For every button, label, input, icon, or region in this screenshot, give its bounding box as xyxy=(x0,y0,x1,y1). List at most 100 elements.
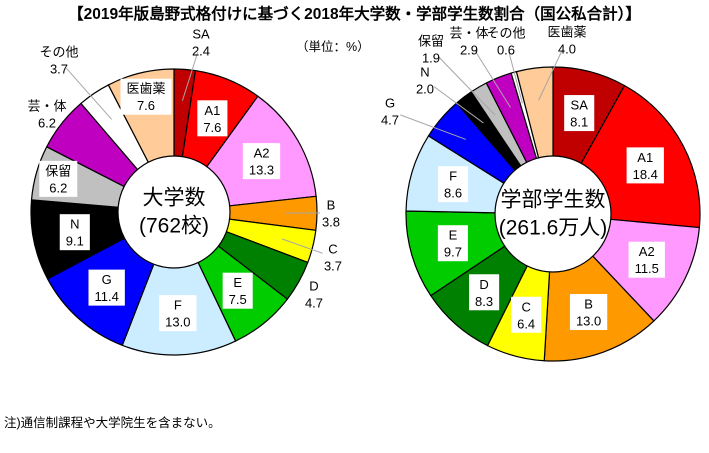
chart-text: F xyxy=(174,298,182,313)
slice-label-universities-その他: その他 3.7 xyxy=(39,45,78,77)
chart-text: (261.6万人) xyxy=(499,217,608,240)
slice-label-universities-芸・体: 芸・体 6.2 xyxy=(27,99,66,131)
chart-text: SA xyxy=(192,27,210,42)
chart-text: 2.4 xyxy=(192,44,210,59)
slice-label-students-医歯薬: 医歯薬 4.0 xyxy=(547,25,586,57)
label-box xyxy=(59,214,90,251)
chart-text: A1 xyxy=(637,150,653,165)
chart-text: 4.0 xyxy=(558,42,576,57)
chart-text: 3.8 xyxy=(322,215,340,230)
slice-label-universities-G: G 11.4 xyxy=(88,269,125,306)
slice-label-universities-SA: SA 2.4 xyxy=(192,27,210,59)
slice-label-students-A2: A2 11.5 xyxy=(628,241,665,278)
chart-text: 6.2 xyxy=(38,116,56,131)
center-label-students: 学部学生数 (261.6万人) xyxy=(499,189,608,240)
slice-label-universities-D: D 4.7 xyxy=(305,279,323,311)
chart-text: 11.4 xyxy=(95,289,119,304)
slice-label-universities-E: E 7.5 xyxy=(222,272,253,309)
chart-text: 6.4 xyxy=(517,316,535,331)
label-box xyxy=(469,274,500,311)
label-box xyxy=(88,269,125,306)
chart-text: 13.3 xyxy=(249,163,274,178)
chart-text: 3.7 xyxy=(50,62,68,77)
chart-text: 8.6 xyxy=(444,186,462,201)
chart-text: 大学数 xyxy=(143,187,206,210)
chart-text: SA xyxy=(571,98,589,113)
chart-text: 9.7 xyxy=(444,245,462,260)
slice-label-universities-B: B 3.8 xyxy=(322,198,340,230)
label-box xyxy=(197,100,228,137)
center-label-universities: 大学数 (762校) xyxy=(139,187,209,238)
chart-text: 芸・体 xyxy=(449,26,488,41)
slice-label-universities-F: F 13.0 xyxy=(159,295,197,332)
chart-text: 18.4 xyxy=(633,167,658,182)
chart-text: 13.0 xyxy=(165,315,190,330)
chart-text: B xyxy=(327,198,336,213)
chart-text: 6.2 xyxy=(49,180,67,195)
label-box xyxy=(438,166,469,203)
chart-text: E xyxy=(233,275,242,290)
chart-text: 8.1 xyxy=(570,115,588,130)
page-title: 【2019年版島野式格付けに基づく2018年大学数・学部学生数割合（国公私合計）… xyxy=(68,6,641,23)
chart-text: 2.9 xyxy=(460,43,478,58)
chart-text: 医歯薬 xyxy=(547,25,586,40)
slice-label-students-保留: 保留 1.9 xyxy=(418,34,444,66)
chart-text: その他 xyxy=(39,45,78,60)
chart-text: その他 xyxy=(486,26,525,41)
leader-line xyxy=(438,56,496,116)
label-box xyxy=(569,294,608,331)
donut-slice-universities-7 xyxy=(121,211,237,356)
slice-label-students-E: E 9.7 xyxy=(437,225,468,262)
unit-note: （単位：%） xyxy=(296,40,370,54)
chart-text: 学部学生数 xyxy=(501,189,606,212)
slice-label-students-SA: SA 8.1 xyxy=(564,95,595,132)
slice-label-universities-A1: A17.6 xyxy=(197,100,228,137)
donut-hole-students xyxy=(494,155,612,273)
chart-text: D xyxy=(309,279,318,294)
slice-label-students-C: C 6.4 xyxy=(511,296,542,333)
chart-text: N xyxy=(70,217,79,232)
label-box xyxy=(159,295,197,332)
slice-label-students-D: D 8.3 xyxy=(469,274,500,311)
slice-label-students-A1: A1 18.4 xyxy=(626,147,664,184)
label-box xyxy=(626,147,664,184)
chart-text: 医歯薬 xyxy=(126,81,165,96)
slice-label-students-F: F 8.6 xyxy=(438,166,469,203)
chart-text: (762校) xyxy=(139,215,209,238)
leader-line xyxy=(538,49,563,101)
label-box xyxy=(511,296,542,333)
slice-label-students-B: B 13.0 xyxy=(569,294,608,331)
chart-text: 11.5 xyxy=(635,261,659,276)
chart-text: G xyxy=(102,272,112,287)
slice-label-students-N: N 2.0 xyxy=(416,65,434,97)
chart-text: 7.6 xyxy=(137,98,155,113)
chart-text: 9.1 xyxy=(66,234,84,249)
leader-line xyxy=(282,238,323,254)
slice-label-universities-A2: A2 13.3 xyxy=(242,143,281,180)
slice-label-students-芸・体: 芸・体 2.9 xyxy=(449,26,488,58)
chart-text: A2 xyxy=(254,146,270,161)
chart-text: A2 xyxy=(639,244,655,259)
label-box xyxy=(120,78,172,115)
donut-hole-universities xyxy=(117,155,231,269)
slice-label-universities-C: C 3.7 xyxy=(324,242,342,274)
chart-text: 1.9 xyxy=(422,51,440,66)
chart-text: 7.6 xyxy=(203,120,221,135)
chart-text: 7.5 xyxy=(229,292,247,307)
label-box xyxy=(628,241,665,278)
chart-text: 保留 xyxy=(418,34,444,49)
footnotes: 注)通信制課程や大学院生を含まない。 ※大学数・学部学生数は、2018年5月時点… xyxy=(4,376,568,453)
chart-text: 保留 xyxy=(45,163,71,178)
chart-text: C xyxy=(521,299,530,314)
chart-text: 8.3 xyxy=(475,294,493,309)
label-box xyxy=(437,225,468,262)
chart-text: N xyxy=(420,65,429,80)
leader-line xyxy=(65,67,113,120)
leader-line xyxy=(181,52,199,101)
label-box xyxy=(39,160,78,197)
slice-label-students-G: G 4.7 xyxy=(381,96,399,128)
footnote-line: 注)通信制課程や大学院生を含まない。 xyxy=(4,416,221,430)
label-box xyxy=(242,143,281,180)
